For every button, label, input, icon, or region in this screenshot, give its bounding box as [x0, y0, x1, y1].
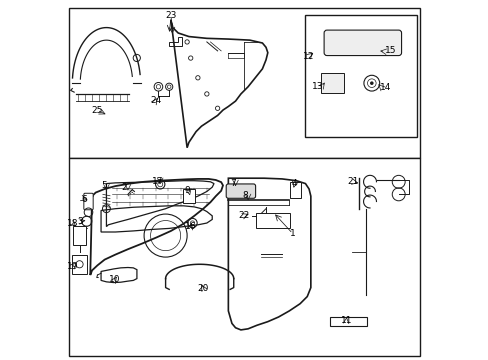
Text: 5: 5 — [101, 181, 106, 190]
Text: 4: 4 — [291, 179, 297, 188]
FancyBboxPatch shape — [73, 226, 85, 245]
Text: 13: 13 — [311, 82, 323, 91]
Circle shape — [369, 81, 373, 85]
Bar — [305, 15, 416, 137]
Text: 21: 21 — [347, 177, 358, 186]
Text: 6: 6 — [81, 194, 87, 203]
Text: 7: 7 — [230, 179, 235, 188]
FancyBboxPatch shape — [183, 189, 195, 203]
FancyBboxPatch shape — [83, 193, 93, 210]
FancyBboxPatch shape — [324, 30, 401, 55]
Text: 18: 18 — [67, 219, 79, 228]
Text: 10: 10 — [109, 275, 120, 284]
Text: 12: 12 — [303, 52, 314, 61]
Text: 9: 9 — [184, 186, 190, 195]
Bar — [69, 8, 419, 158]
Text: 22: 22 — [238, 211, 249, 220]
FancyBboxPatch shape — [329, 317, 366, 326]
Text: 19: 19 — [67, 262, 79, 271]
FancyBboxPatch shape — [289, 182, 301, 198]
Text: 3: 3 — [78, 217, 83, 226]
Bar — [69, 158, 419, 356]
FancyBboxPatch shape — [226, 184, 255, 198]
Text: 16: 16 — [184, 222, 196, 231]
Text: 17: 17 — [152, 177, 163, 186]
Text: 23: 23 — [165, 10, 176, 19]
Text: 8: 8 — [242, 190, 247, 199]
Text: 11: 11 — [340, 316, 351, 325]
Text: 24: 24 — [150, 96, 161, 105]
Text: 1: 1 — [289, 229, 295, 238]
Text: 20: 20 — [197, 284, 208, 293]
FancyBboxPatch shape — [320, 73, 344, 93]
Text: 2: 2 — [122, 183, 127, 192]
Text: 14: 14 — [379, 83, 390, 92]
Text: 15: 15 — [384, 46, 395, 55]
Text: 25: 25 — [91, 105, 102, 114]
FancyBboxPatch shape — [255, 213, 290, 228]
FancyBboxPatch shape — [72, 255, 87, 274]
